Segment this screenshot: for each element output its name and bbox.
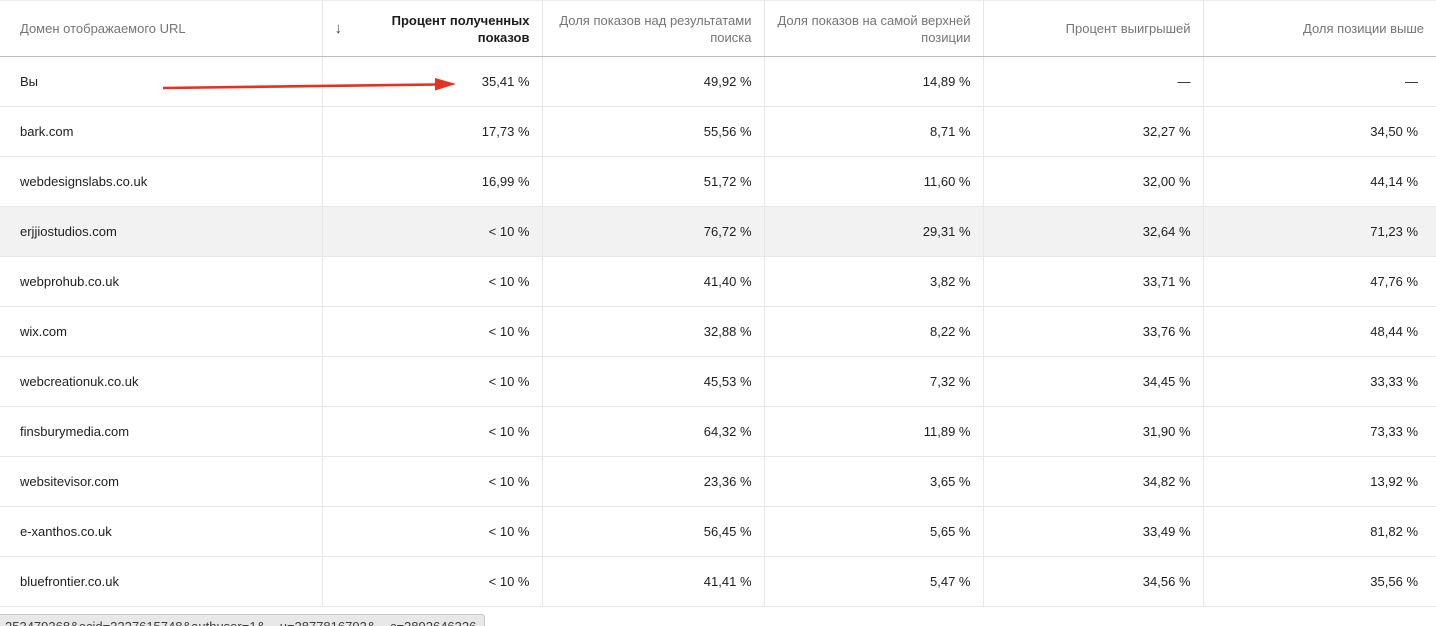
top-position-cell: 11,60 %: [763, 156, 983, 207]
top-position-cell: 29,31 %: [763, 206, 983, 257]
impression-share-cell: 35,41 %: [321, 56, 542, 107]
impression-share-cell: < 10 %: [321, 206, 542, 257]
impression-share-cell: < 10 %: [321, 406, 542, 457]
table-row: webcreationuk.co.uk < 10 % 45,53 % 7,32 % 34…: [0, 356, 1436, 407]
table-row: bluefrontier.co.uk < 10 % 41,41 % 5,47 % 34,…: [0, 556, 1436, 607]
above-results-cell: 41,40 %: [541, 256, 764, 307]
domain-cell: bark.com: [0, 106, 322, 157]
top-position-cell: 7,32 %: [763, 356, 983, 407]
column-header-outranking-share[interactable]: Процент выигрышей: [982, 0, 1203, 57]
position-above-cell: 71,23 %: [1202, 206, 1436, 257]
column-header-display-url-domain[interactable]: Домен отображаемого URL: [0, 0, 322, 57]
above-results-cell: 45,53 %: [541, 356, 764, 407]
position-above-cell: 13,92 %: [1202, 456, 1436, 507]
win-rate-cell: 33,49 %: [982, 506, 1203, 557]
impression-share-cell: 17,73 %: [321, 106, 542, 157]
table-row: Вы 35,41 % 49,92 % 14,89 % — —: [0, 56, 1436, 107]
top-position-cell: 5,47 %: [763, 556, 983, 607]
top-position-cell: 11,89 %: [763, 406, 983, 457]
win-rate-cell: 32,64 %: [982, 206, 1203, 257]
column-header-impression-share[interactable]: ↓ Процент полученных показов: [321, 0, 542, 57]
domain-cell: Вы: [0, 56, 322, 107]
top-position-cell: 3,82 %: [763, 256, 983, 307]
top-position-cell: 8,71 %: [763, 106, 983, 157]
win-rate-cell: 32,00 %: [982, 156, 1203, 207]
column-header-label: Процент полученных показов: [391, 12, 530, 45]
browser-status-bar: 253479368&ocid=3227615748&authuser=1&__u…: [0, 614, 486, 626]
auction-insights-table: Домен отображаемого URL ↓ Процент получе…: [0, 0, 1436, 607]
win-rate-cell: —: [982, 56, 1203, 107]
table-row: erjjiostudios.com < 10 % 76,72 % 29,31 % 32,…: [0, 206, 1436, 257]
win-rate-cell: 32,27 %: [982, 106, 1203, 157]
position-above-cell: 33,33 %: [1202, 356, 1436, 407]
domain-cell: webprohub.co.uk: [0, 256, 322, 307]
table-row: webdesignslabs.co.uk 16,99 % 51,72 % 11,60 …: [0, 156, 1436, 207]
impression-share-cell: < 10 %: [321, 306, 542, 357]
above-results-cell: 64,32 %: [541, 406, 764, 457]
win-rate-cell: 34,56 %: [982, 556, 1203, 607]
win-rate-cell: 31,90 %: [982, 406, 1203, 457]
domain-cell: bluefrontier.co.uk: [0, 556, 322, 607]
position-above-cell: 34,50 %: [1202, 106, 1436, 157]
position-above-cell: 73,33 %: [1202, 406, 1436, 457]
top-position-cell: 8,22 %: [763, 306, 983, 357]
win-rate-cell: 34,82 %: [982, 456, 1203, 507]
win-rate-cell: 33,76 %: [982, 306, 1203, 357]
above-results-cell: 56,45 %: [541, 506, 764, 557]
table-row: bark.com 17,73 % 55,56 % 8,71 % 32,27 % 34,50…: [0, 106, 1436, 157]
impression-share-cell: < 10 %: [321, 356, 542, 407]
impression-share-cell: < 10 %: [321, 456, 542, 507]
above-results-cell: 49,92 %: [541, 56, 764, 107]
impression-share-cell: 16,99 %: [321, 156, 542, 207]
impression-share-cell: < 10 %: [321, 556, 542, 607]
table-row: websitevisor.com < 10 % 23,36 % 3,65 % 34,82…: [0, 456, 1436, 507]
top-position-cell: 14,89 %: [763, 56, 983, 107]
impression-share-cell: < 10 %: [321, 256, 542, 307]
column-header-top-of-page[interactable]: Доля показов на самой верхней позиции: [763, 0, 983, 57]
win-rate-cell: 33,71 %: [982, 256, 1203, 307]
position-above-cell: 35,56 %: [1202, 556, 1436, 607]
domain-cell: webdesignslabs.co.uk: [0, 156, 322, 207]
domain-cell: webcreationuk.co.uk: [0, 356, 322, 407]
table-row: wix.com < 10 % 32,88 % 8,22 % 33,76 % 48,44 %: [0, 306, 1436, 357]
above-results-cell: 23,36 %: [541, 456, 764, 507]
above-results-cell: 51,72 %: [541, 156, 764, 207]
above-results-cell: 41,41 %: [541, 556, 764, 607]
position-above-cell: 48,44 %: [1202, 306, 1436, 357]
position-above-cell: —: [1202, 56, 1436, 107]
domain-cell: erjjiostudios.com: [0, 206, 322, 257]
domain-cell: finsburymedia.com: [0, 406, 322, 457]
domain-cell: e-xanthos.co.uk: [0, 506, 322, 557]
top-position-cell: 5,65 %: [763, 506, 983, 557]
impression-share-cell: < 10 %: [321, 506, 542, 557]
position-above-cell: 81,82 %: [1202, 506, 1436, 557]
table-row: webprohub.co.uk < 10 % 41,40 % 3,82 % 33,71 …: [0, 256, 1436, 307]
table-body: Вы 35,41 % 49,92 % 14,89 % — — bark.com 17,73 %…: [0, 56, 1436, 607]
top-position-cell: 3,65 %: [763, 456, 983, 507]
column-header-above-search-results[interactable]: Доля показов над результатами поиска: [541, 0, 764, 57]
above-results-cell: 76,72 %: [541, 206, 764, 257]
table-header: Домен отображаемого URL ↓ Процент получе…: [0, 0, 1436, 57]
win-rate-cell: 34,45 %: [982, 356, 1203, 407]
column-header-position-above[interactable]: Доля позиции выше: [1202, 0, 1436, 57]
domain-cell: wix.com: [0, 306, 322, 357]
position-above-cell: 47,76 %: [1202, 256, 1436, 307]
table-row: e-xanthos.co.uk < 10 % 56,45 % 5,65 % 33,49 …: [0, 506, 1436, 557]
above-results-cell: 32,88 %: [541, 306, 764, 357]
domain-cell: websitevisor.com: [0, 456, 322, 507]
position-above-cell: 44,14 %: [1202, 156, 1436, 207]
above-results-cell: 55,56 %: [541, 106, 764, 157]
table-row: finsburymedia.com < 10 % 64,32 % 11,89 % 31,…: [0, 406, 1436, 457]
sort-descending-icon: ↓: [334, 20, 343, 37]
